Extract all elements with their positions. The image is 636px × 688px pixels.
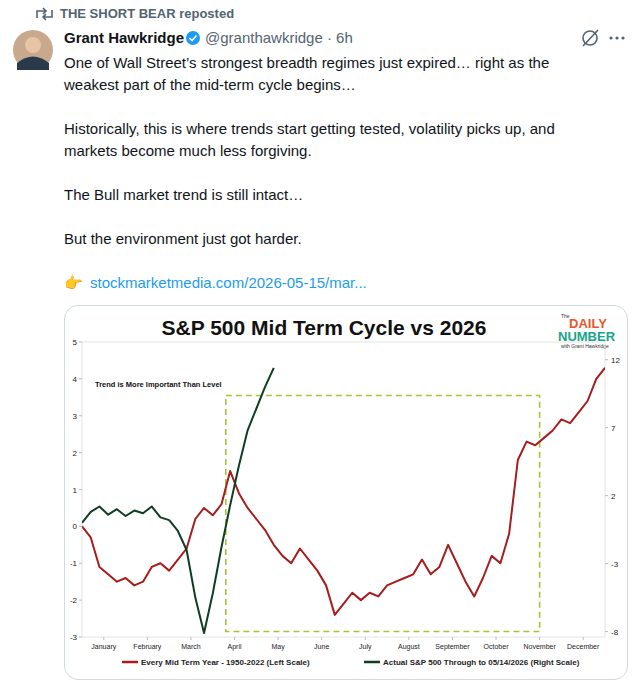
link[interactable]: stockmarketmedia.com/2026-05-15/mar... bbox=[90, 272, 367, 294]
more-dot bbox=[621, 36, 624, 39]
x-tick-label: July bbox=[359, 643, 372, 651]
series-line bbox=[82, 368, 274, 633]
post-text-line: weakest part of the mid-term cycle begin… bbox=[64, 74, 356, 96]
repost-icon bbox=[37, 8, 52, 20]
legend-swatch bbox=[122, 661, 138, 664]
post-text-line: The Bull market trend is still intact… bbox=[64, 184, 303, 206]
y2-tick-label: 12 bbox=[611, 356, 620, 365]
plot-frame bbox=[82, 342, 605, 637]
y2-tick bbox=[605, 359, 608, 360]
x-tick bbox=[452, 637, 453, 640]
x-tick-label: October bbox=[484, 643, 510, 650]
y-tick bbox=[79, 415, 82, 416]
x-tick-label: April bbox=[228, 643, 242, 651]
y2-tick bbox=[605, 427, 608, 428]
post-text-line: But the environment just got harder. bbox=[64, 228, 302, 250]
x-tick bbox=[496, 637, 497, 640]
x-tick-label: June bbox=[314, 643, 329, 650]
x-tick-label: September bbox=[435, 643, 470, 651]
x-tick-label: February bbox=[133, 643, 162, 651]
post-text-line: Historically, this is where trends start… bbox=[64, 118, 555, 140]
y-tick-label: 1 bbox=[73, 486, 78, 495]
x-tick bbox=[103, 637, 104, 640]
x-tick-label: August bbox=[398, 643, 420, 651]
chart-title: S&P 500 Mid Term Cycle vs 2026 bbox=[162, 316, 487, 339]
x-tick bbox=[234, 637, 235, 640]
x-tick bbox=[408, 637, 409, 640]
avatar bbox=[13, 30, 53, 70]
y2-tick-label: 7 bbox=[611, 424, 616, 433]
y-tick-label: -1 bbox=[70, 559, 78, 568]
highlight-box bbox=[226, 395, 540, 631]
annotation: Trend is More Important Than Level bbox=[95, 380, 222, 389]
y-tick-label: 5 bbox=[73, 338, 78, 347]
legend-label: Actual S&P 500 Through to 05/14/2026 (Ri… bbox=[383, 658, 580, 667]
grok-slash bbox=[583, 30, 598, 46]
avatar-shirt bbox=[17, 57, 49, 71]
post-text-line: markets become much less forgiving. bbox=[64, 140, 312, 162]
x-tick-label: December bbox=[567, 643, 600, 650]
x-tick-label: January bbox=[91, 643, 116, 651]
y-tick bbox=[79, 452, 82, 453]
y-tick-label: -2 bbox=[70, 596, 78, 605]
y2-tick bbox=[605, 563, 608, 564]
link-icon: 👉 bbox=[64, 272, 83, 294]
y2-tick-label: -8 bbox=[611, 628, 619, 637]
post-text-line: One of Wall Street’s strongest breadth r… bbox=[64, 52, 549, 74]
y-tick-label: 2 bbox=[73, 449, 78, 458]
legend-label: Every Mid Term Year - 1950-2022 (Left Sc… bbox=[141, 658, 310, 667]
avatar-face bbox=[25, 37, 41, 53]
repost-arrow bbox=[43, 10, 52, 20]
y2-tick bbox=[605, 495, 608, 496]
y-tick bbox=[79, 489, 82, 490]
x-tick-label: March bbox=[181, 643, 201, 650]
y2-tick bbox=[605, 631, 608, 632]
y-tick-label: -3 bbox=[70, 633, 78, 642]
y-tick bbox=[79, 526, 82, 527]
x-tick bbox=[190, 637, 191, 640]
y-tick bbox=[79, 600, 82, 601]
x-tick bbox=[365, 637, 366, 640]
chart: S&P 500 Mid Term Cycle vs 2026TheDAILYNU… bbox=[64, 305, 628, 680]
x-tick bbox=[583, 637, 584, 640]
plot-area bbox=[82, 368, 605, 633]
y-tick bbox=[79, 637, 82, 638]
y-tick bbox=[79, 563, 82, 564]
verified-check bbox=[190, 36, 197, 41]
x-tick bbox=[147, 637, 148, 640]
y-tick bbox=[79, 342, 82, 343]
legend-swatch bbox=[364, 661, 380, 664]
x-tick-label: November bbox=[523, 643, 556, 650]
verified-badge bbox=[186, 31, 200, 45]
y-tick-label: 3 bbox=[73, 412, 78, 421]
series-line bbox=[82, 368, 605, 615]
y2-tick-label: 2 bbox=[611, 492, 616, 501]
more-dot bbox=[615, 36, 618, 39]
x-tick bbox=[278, 637, 279, 640]
y-tick bbox=[79, 378, 82, 379]
chart-card: S&P 500 Mid Term Cycle vs 2026TheDAILYNU… bbox=[64, 305, 628, 680]
x-tick bbox=[539, 637, 540, 640]
x-tick bbox=[321, 637, 322, 640]
y-tick-label: 0 bbox=[73, 522, 78, 531]
y2-tick-label: -3 bbox=[611, 560, 619, 569]
author: Grant Hawkridge bbox=[64, 29, 184, 46]
more-dot bbox=[609, 36, 612, 39]
grok-icon bbox=[583, 31, 597, 45]
x-tick-label: May bbox=[272, 643, 286, 651]
y-tick-label: 4 bbox=[73, 375, 78, 384]
logo-byline: with Grant Hawkridge bbox=[561, 343, 609, 349]
handle: @granthawkridge · 6h bbox=[205, 29, 353, 46]
repost-label: THE SHORT BEAR reposted bbox=[60, 6, 234, 21]
